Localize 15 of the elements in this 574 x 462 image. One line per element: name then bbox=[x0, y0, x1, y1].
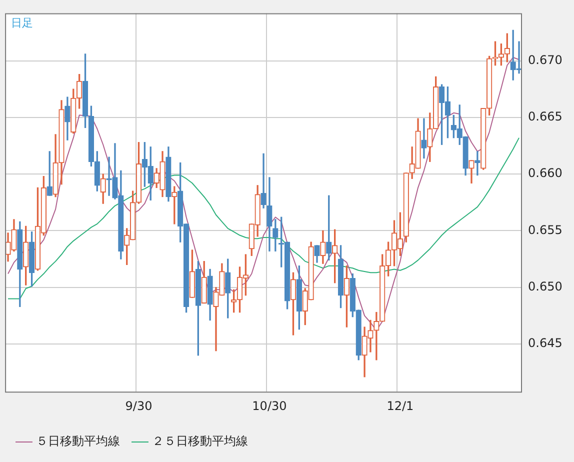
chart-title: 日足 bbox=[11, 16, 34, 30]
x-tick-label: 10/30 bbox=[252, 398, 287, 413]
legend-label: ２５日移動平均線 bbox=[152, 434, 248, 448]
y-tick-label: 0.645 bbox=[528, 336, 562, 350]
candlestick bbox=[260, 153, 266, 208]
y-tick-label: 0.660 bbox=[528, 166, 562, 180]
x-tick-label: 12/1 bbox=[386, 398, 414, 413]
y-tick-label: 0.670 bbox=[528, 52, 562, 67]
x-tick-label: 9/30 bbox=[125, 398, 152, 413]
candlestick bbox=[474, 151, 480, 176]
legend-label: ５日移動平均線 bbox=[36, 434, 120, 448]
candlestick bbox=[421, 118, 427, 159]
y-tick-label: 0.650 bbox=[528, 279, 562, 294]
y-tick-label: 0.655 bbox=[528, 222, 562, 237]
y-tick-label: 0.665 bbox=[528, 110, 562, 124]
